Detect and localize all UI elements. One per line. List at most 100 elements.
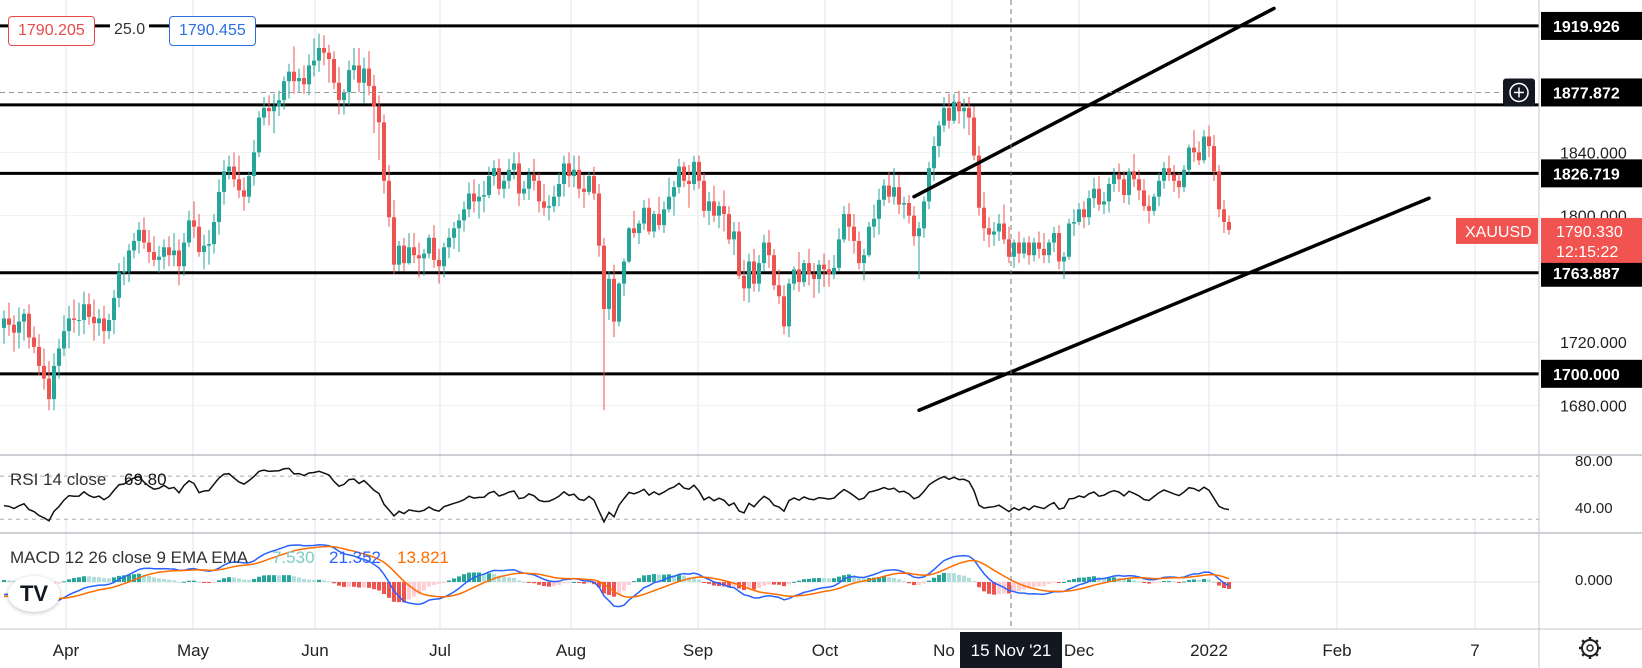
macd-histogram-bar bbox=[602, 582, 606, 594]
gear-tooth bbox=[1581, 652, 1586, 657]
candle bbox=[1142, 179, 1146, 211]
candle-body bbox=[422, 253, 426, 259]
candle-body bbox=[672, 187, 676, 197]
candle bbox=[942, 97, 946, 132]
macd-histogram-bar bbox=[682, 575, 686, 582]
candle-body bbox=[507, 169, 511, 181]
macd-histogram-bar bbox=[127, 574, 131, 582]
macd-histogram-bar bbox=[337, 582, 341, 586]
candle bbox=[607, 271, 611, 321]
macd-histogram-bar bbox=[1102, 577, 1106, 582]
candle-body bbox=[522, 188, 526, 194]
candle bbox=[87, 293, 91, 325]
macd-histogram-bar bbox=[532, 582, 536, 584]
macd-histogram-bar bbox=[537, 582, 541, 585]
macd-histogram-bar bbox=[1202, 578, 1206, 582]
candle-body bbox=[332, 59, 336, 83]
macd-histogram-bar bbox=[517, 580, 521, 582]
candle bbox=[302, 65, 306, 94]
candle bbox=[922, 196, 926, 238]
macd-histogram-bar bbox=[552, 582, 556, 587]
macd-histogram-bar bbox=[507, 577, 511, 582]
candle bbox=[897, 174, 901, 215]
candle-body bbox=[312, 60, 316, 66]
grid-lines bbox=[0, 0, 1539, 629]
candle-body bbox=[1127, 171, 1131, 196]
macd-histogram-bar bbox=[322, 580, 326, 582]
macd-histogram-bar bbox=[192, 580, 196, 582]
rsi-label: RSI 14 close bbox=[10, 470, 106, 489]
candle-body bbox=[1207, 136, 1211, 147]
candle bbox=[902, 196, 906, 219]
gear-hub bbox=[1586, 644, 1594, 652]
candle-body bbox=[257, 117, 261, 153]
macd-histogram-bar bbox=[247, 579, 251, 582]
candle-body bbox=[172, 250, 176, 256]
candle bbox=[1202, 130, 1206, 164]
candle-body bbox=[262, 108, 266, 118]
candle bbox=[1182, 165, 1186, 192]
candle-body bbox=[62, 331, 66, 349]
candle-body bbox=[532, 174, 536, 181]
candle bbox=[512, 152, 516, 180]
candle-body bbox=[572, 169, 576, 177]
macd-histogram-bar bbox=[677, 574, 681, 582]
macd-histogram-bar bbox=[7, 580, 11, 582]
candle-body bbox=[457, 220, 461, 229]
candle bbox=[467, 182, 471, 218]
price-axis-label: 1680.000 bbox=[1560, 398, 1627, 415]
gear-icon[interactable] bbox=[1579, 637, 1601, 659]
macd-value: 21.352 bbox=[329, 548, 381, 567]
candle-body bbox=[302, 78, 306, 85]
candle bbox=[457, 214, 461, 253]
candle-body bbox=[252, 152, 256, 177]
candle bbox=[537, 172, 541, 213]
ask-price-box[interactable]: 1790.455 bbox=[169, 16, 256, 46]
candle-body bbox=[992, 231, 996, 235]
candle-body bbox=[937, 125, 941, 147]
bid-price-box[interactable]: 1790.205 bbox=[8, 16, 95, 46]
candle-body bbox=[817, 264, 821, 279]
candle-body bbox=[142, 229, 146, 243]
candle-body bbox=[537, 180, 541, 202]
candle-body bbox=[847, 214, 851, 227]
candle-body bbox=[372, 85, 376, 107]
candle-body bbox=[812, 274, 816, 279]
macd-histogram-bar bbox=[432, 582, 436, 585]
candle-body bbox=[737, 231, 741, 276]
macd-histogram-bar bbox=[697, 579, 701, 582]
macd-histogram-bar bbox=[657, 574, 661, 582]
candle-body bbox=[17, 321, 21, 333]
candle bbox=[117, 263, 121, 308]
macd-histogram-bar bbox=[707, 582, 711, 584]
candle bbox=[1082, 201, 1086, 229]
rsi-band-fill bbox=[0, 476, 1539, 520]
candle-body bbox=[492, 168, 496, 177]
candle-body bbox=[47, 378, 51, 400]
candle-body bbox=[762, 242, 766, 264]
candle bbox=[192, 201, 196, 238]
candle-body bbox=[542, 201, 546, 208]
candle-body bbox=[117, 272, 121, 298]
candle-body bbox=[2, 318, 6, 328]
candle bbox=[1212, 134, 1216, 181]
candle bbox=[877, 188, 881, 235]
candle bbox=[492, 160, 496, 186]
candle-body bbox=[892, 187, 896, 197]
candle bbox=[477, 184, 481, 219]
candle bbox=[7, 302, 11, 336]
macd-histogram-bar bbox=[1047, 582, 1051, 585]
macd-histogram-bar bbox=[772, 582, 776, 585]
tradingview-logo-icon[interactable]: TV bbox=[8, 576, 60, 612]
candle-body bbox=[92, 316, 96, 324]
macd-histogram-bar bbox=[687, 577, 691, 582]
spread-value: 25.0 bbox=[110, 16, 150, 44]
candle bbox=[517, 152, 521, 207]
candle-body bbox=[557, 184, 561, 197]
candle bbox=[407, 233, 411, 265]
candle bbox=[952, 93, 956, 124]
candle bbox=[1162, 161, 1166, 189]
candle bbox=[1047, 239, 1051, 264]
level-price-label: 1763.887 bbox=[1553, 266, 1620, 283]
